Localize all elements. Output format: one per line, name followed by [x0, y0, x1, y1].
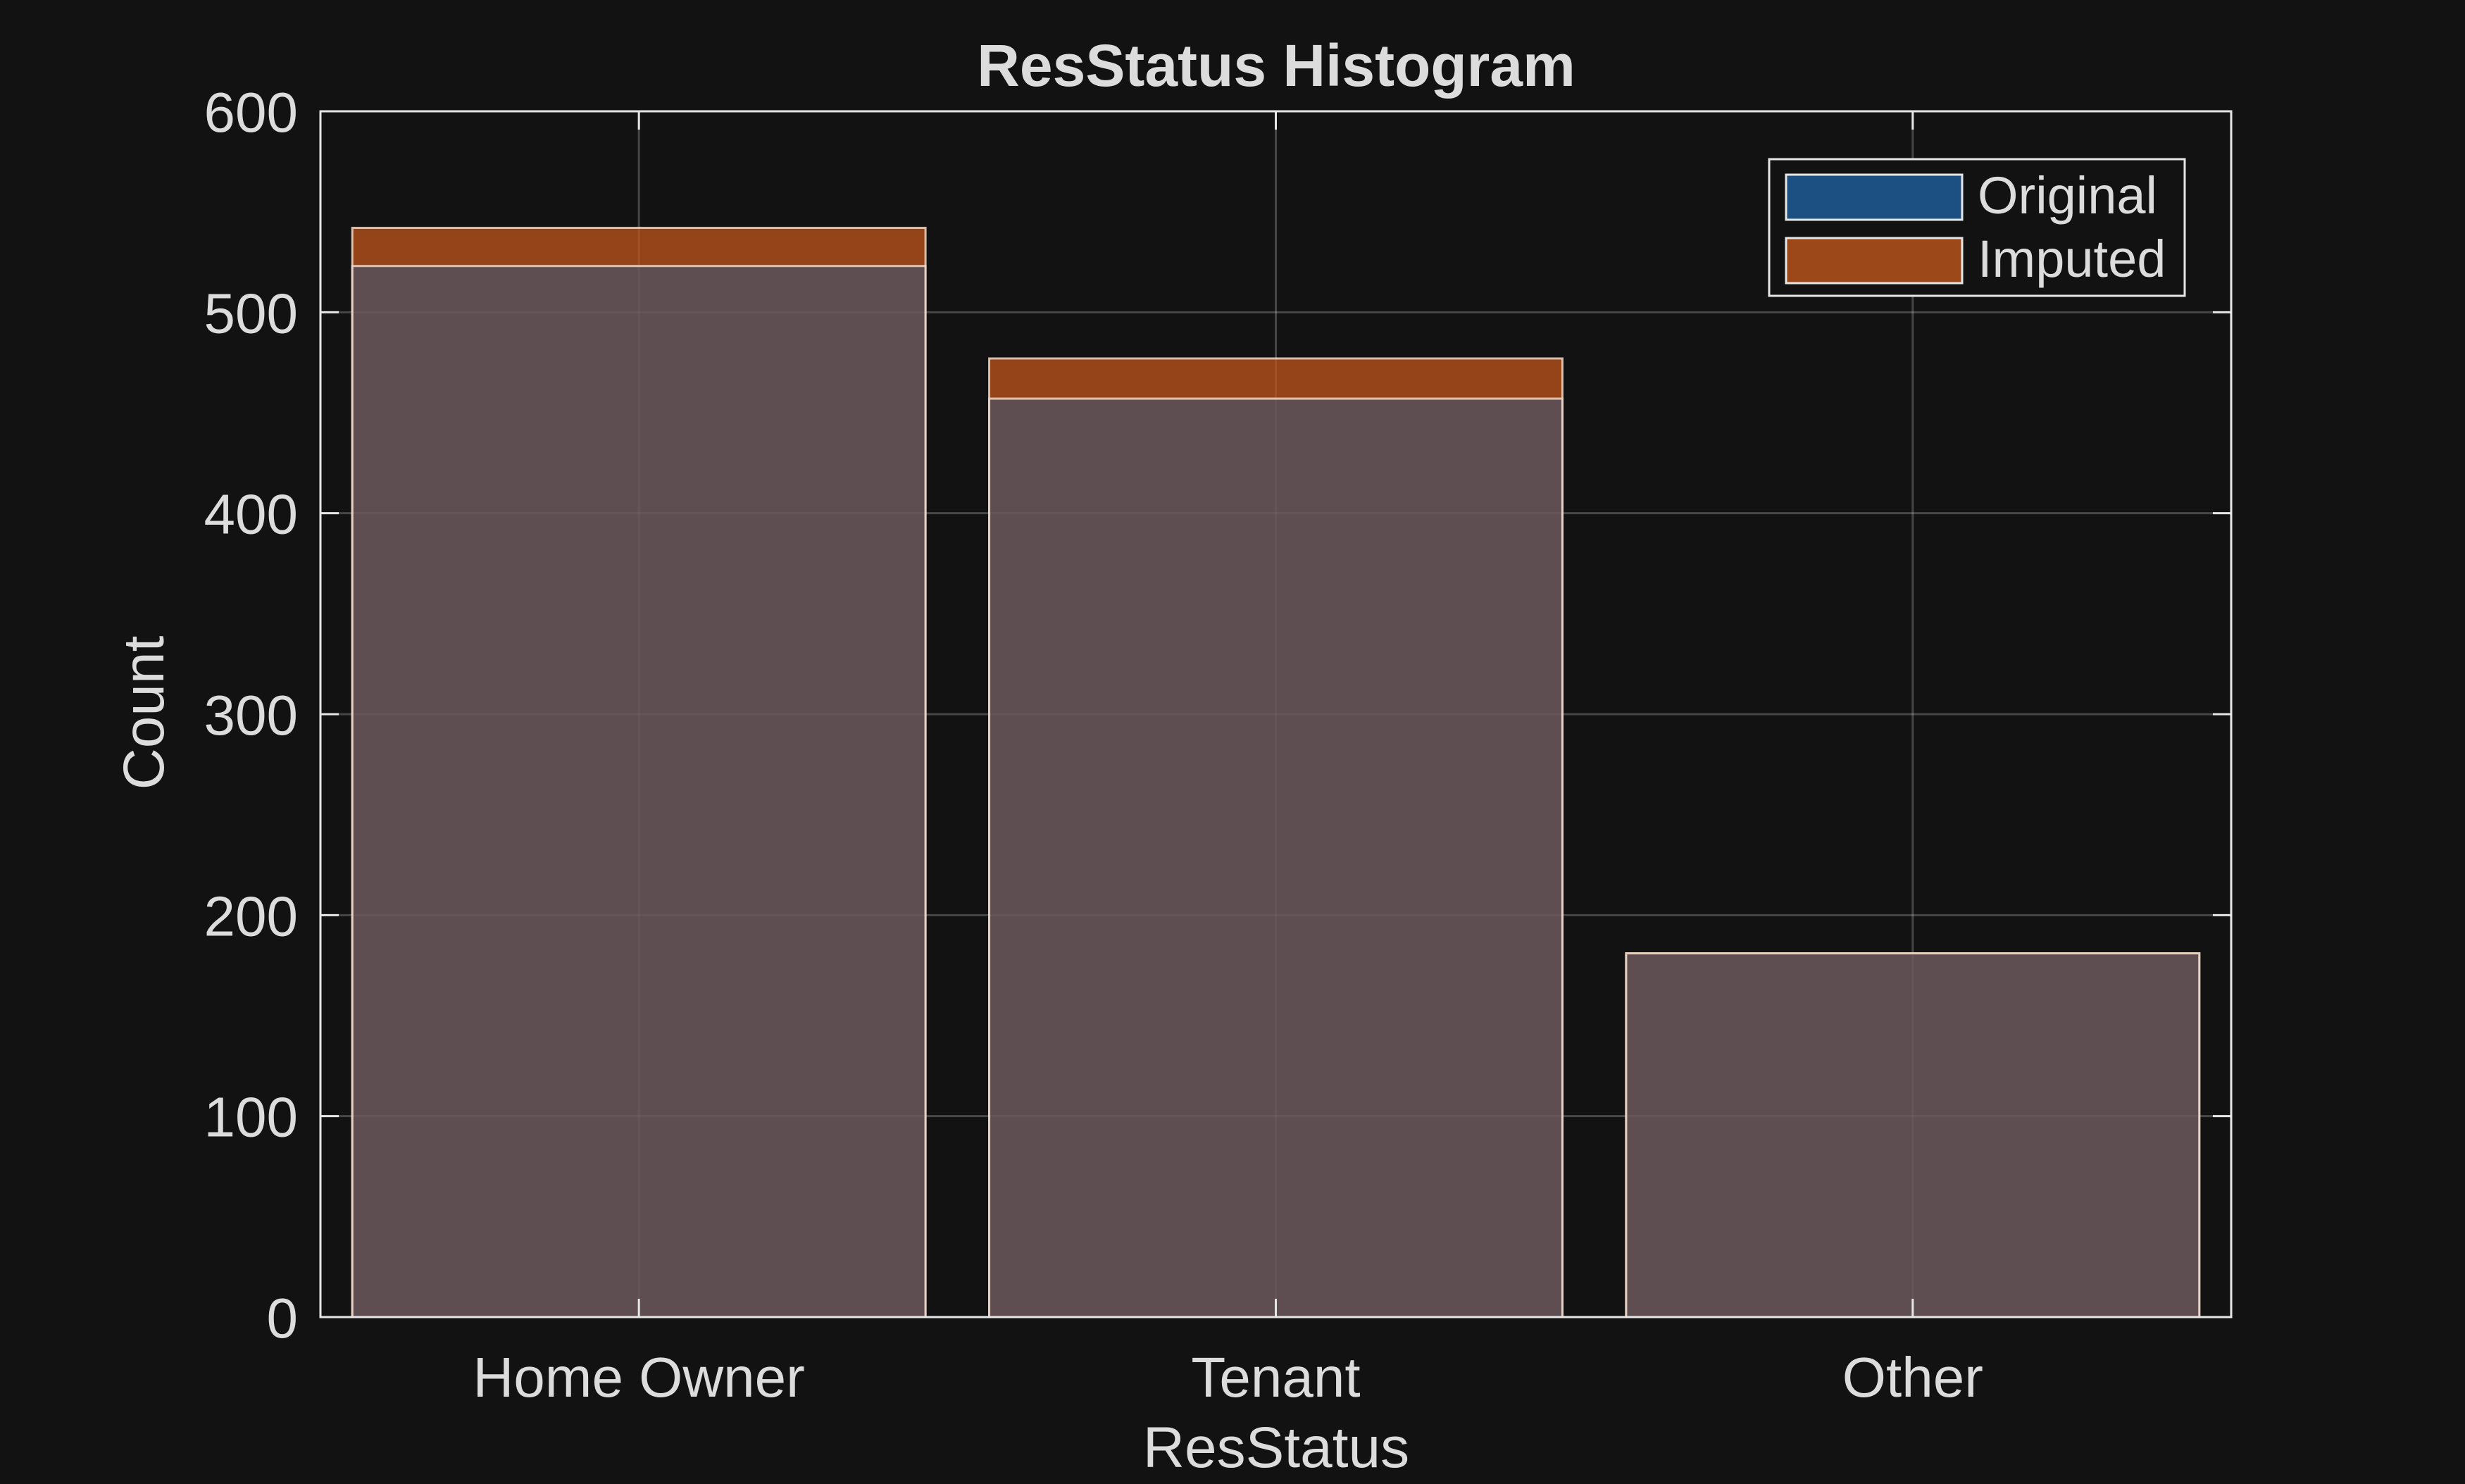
x-tick-label: Other	[1842, 1346, 1983, 1409]
x-tick-label: Tenant	[1191, 1346, 1360, 1409]
bars	[351, 226, 2201, 1318]
y-tick-label: 200	[204, 885, 298, 947]
axis-ticks: 0 100 200 300 400 500 600 Home Owner Tenant Other	[204, 81, 2231, 1409]
y-tick-label: 500	[204, 282, 298, 344]
legend-label-imputed: Imputed	[1978, 230, 2166, 288]
chart-title: ResStatus Histogram	[977, 32, 1575, 99]
legend-swatch-imputed	[1785, 237, 1964, 285]
legend-swatch-original	[1785, 173, 1964, 221]
bar-original-tenant	[988, 397, 1564, 1318]
legend-label-original: Original	[1978, 166, 2157, 225]
y-tick-label: 600	[204, 81, 298, 144]
bar-imputed-tenant	[988, 357, 1564, 1318]
y-tick-label: 0	[267, 1287, 299, 1349]
bar-original-other	[1625, 952, 2201, 1318]
x-axis-label: ResStatus	[1143, 1416, 1409, 1480]
y-tick-label: 100	[204, 1086, 298, 1149]
y-axis-label: Count	[112, 635, 176, 790]
y-tick-label: 400	[204, 483, 298, 546]
bar-original-home-owner	[351, 265, 927, 1318]
bar-imputed-home-owner	[351, 226, 927, 1318]
x-tick-label: Home Owner	[473, 1346, 805, 1409]
y-tick-label: 300	[204, 684, 298, 747]
